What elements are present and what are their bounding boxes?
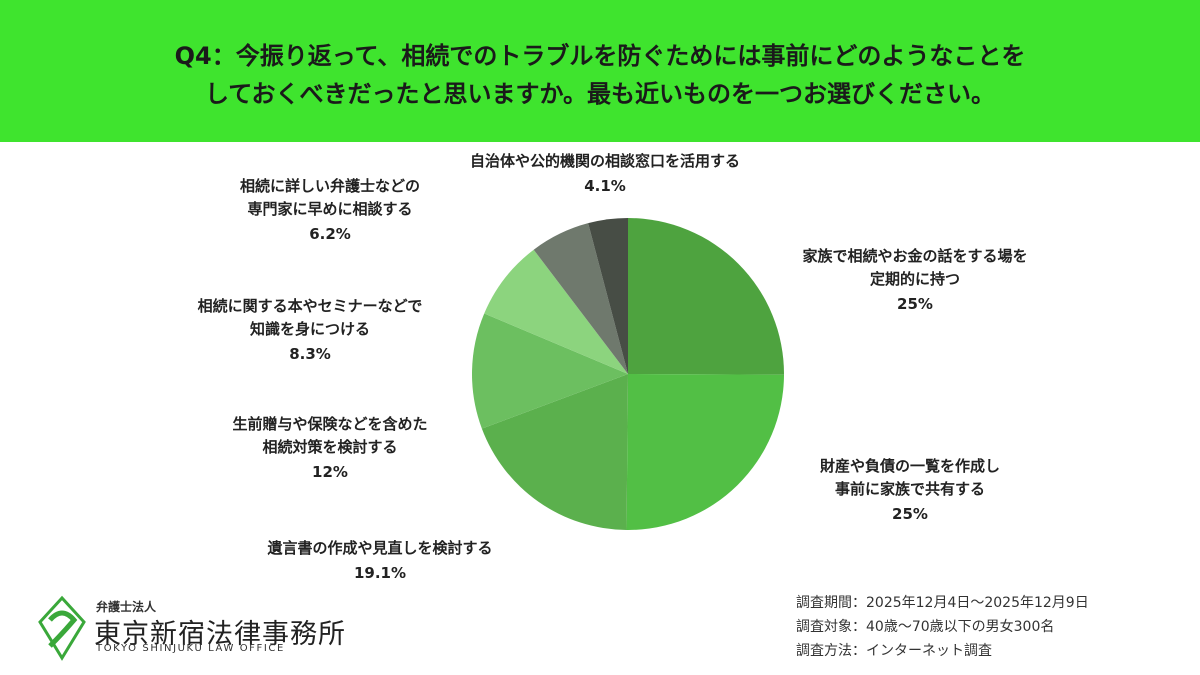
slice-value-label: 6.2% xyxy=(309,225,351,243)
header: Q4：今振り返って、相続でのトラブルを防ぐためには事前にどのようなことを してお… xyxy=(0,0,1200,142)
title-line: Q4：今振り返って、相続でのトラブルを防ぐためには事前にどのようなことを xyxy=(174,42,1026,70)
slice-value-label: 19.1% xyxy=(353,564,407,582)
pie-slice xyxy=(588,218,628,374)
survey-note: 調査対象：40歳〜70歳以下の男女300名 xyxy=(796,619,1055,635)
logo-sub: 弁護士法人 xyxy=(96,600,157,614)
slice-value-label: 12% xyxy=(312,463,348,481)
logo-name: 東京新宿法律事務所 xyxy=(94,619,346,650)
pie-slice xyxy=(472,313,628,429)
slice-value-label: 25% xyxy=(892,505,928,523)
pie-slice xyxy=(628,218,784,375)
logo-icon xyxy=(38,595,86,661)
slice-value-label: 4.1% xyxy=(584,177,626,195)
slice-label: 生前贈与や保険などを含めた 相続対策を検討する xyxy=(232,415,428,456)
slice-label: 遺言書の作成や見直しを検討する xyxy=(267,539,493,557)
slice-label: 家族で相続やお金の話をする場を 定期的に持つ xyxy=(802,247,1028,288)
logo-english: TOKYO SHINJUKU LAW OFFICE xyxy=(96,643,285,654)
pie-slice xyxy=(484,249,628,374)
slice-value-label: 8.3% xyxy=(289,345,331,363)
slice-label: 財産や負債の一覧を作成し 事前に家族で共有する xyxy=(819,457,1000,498)
slice-label: 相続に関する本やセミナーなどで 知識を身につける xyxy=(197,297,423,338)
survey-note: 調査期間：2025年12月4日〜2025年12月9日 xyxy=(796,595,1089,611)
slice-label: 自治体や公的機関の相談窓口を活用する xyxy=(469,152,740,170)
slice-value-label: 25% xyxy=(897,295,933,313)
pie-slice xyxy=(626,374,784,530)
pie-slice xyxy=(481,374,628,530)
survey-note: 調査方法：インターネット調査 xyxy=(796,643,992,659)
title-line: しておくべきだったと思いますか。最も近いものを一つお選びください。 xyxy=(204,80,996,108)
slice-label: 相続に詳しい弁護士などの 専門家に早めに相談する xyxy=(239,177,420,218)
pie-slice xyxy=(533,223,628,374)
